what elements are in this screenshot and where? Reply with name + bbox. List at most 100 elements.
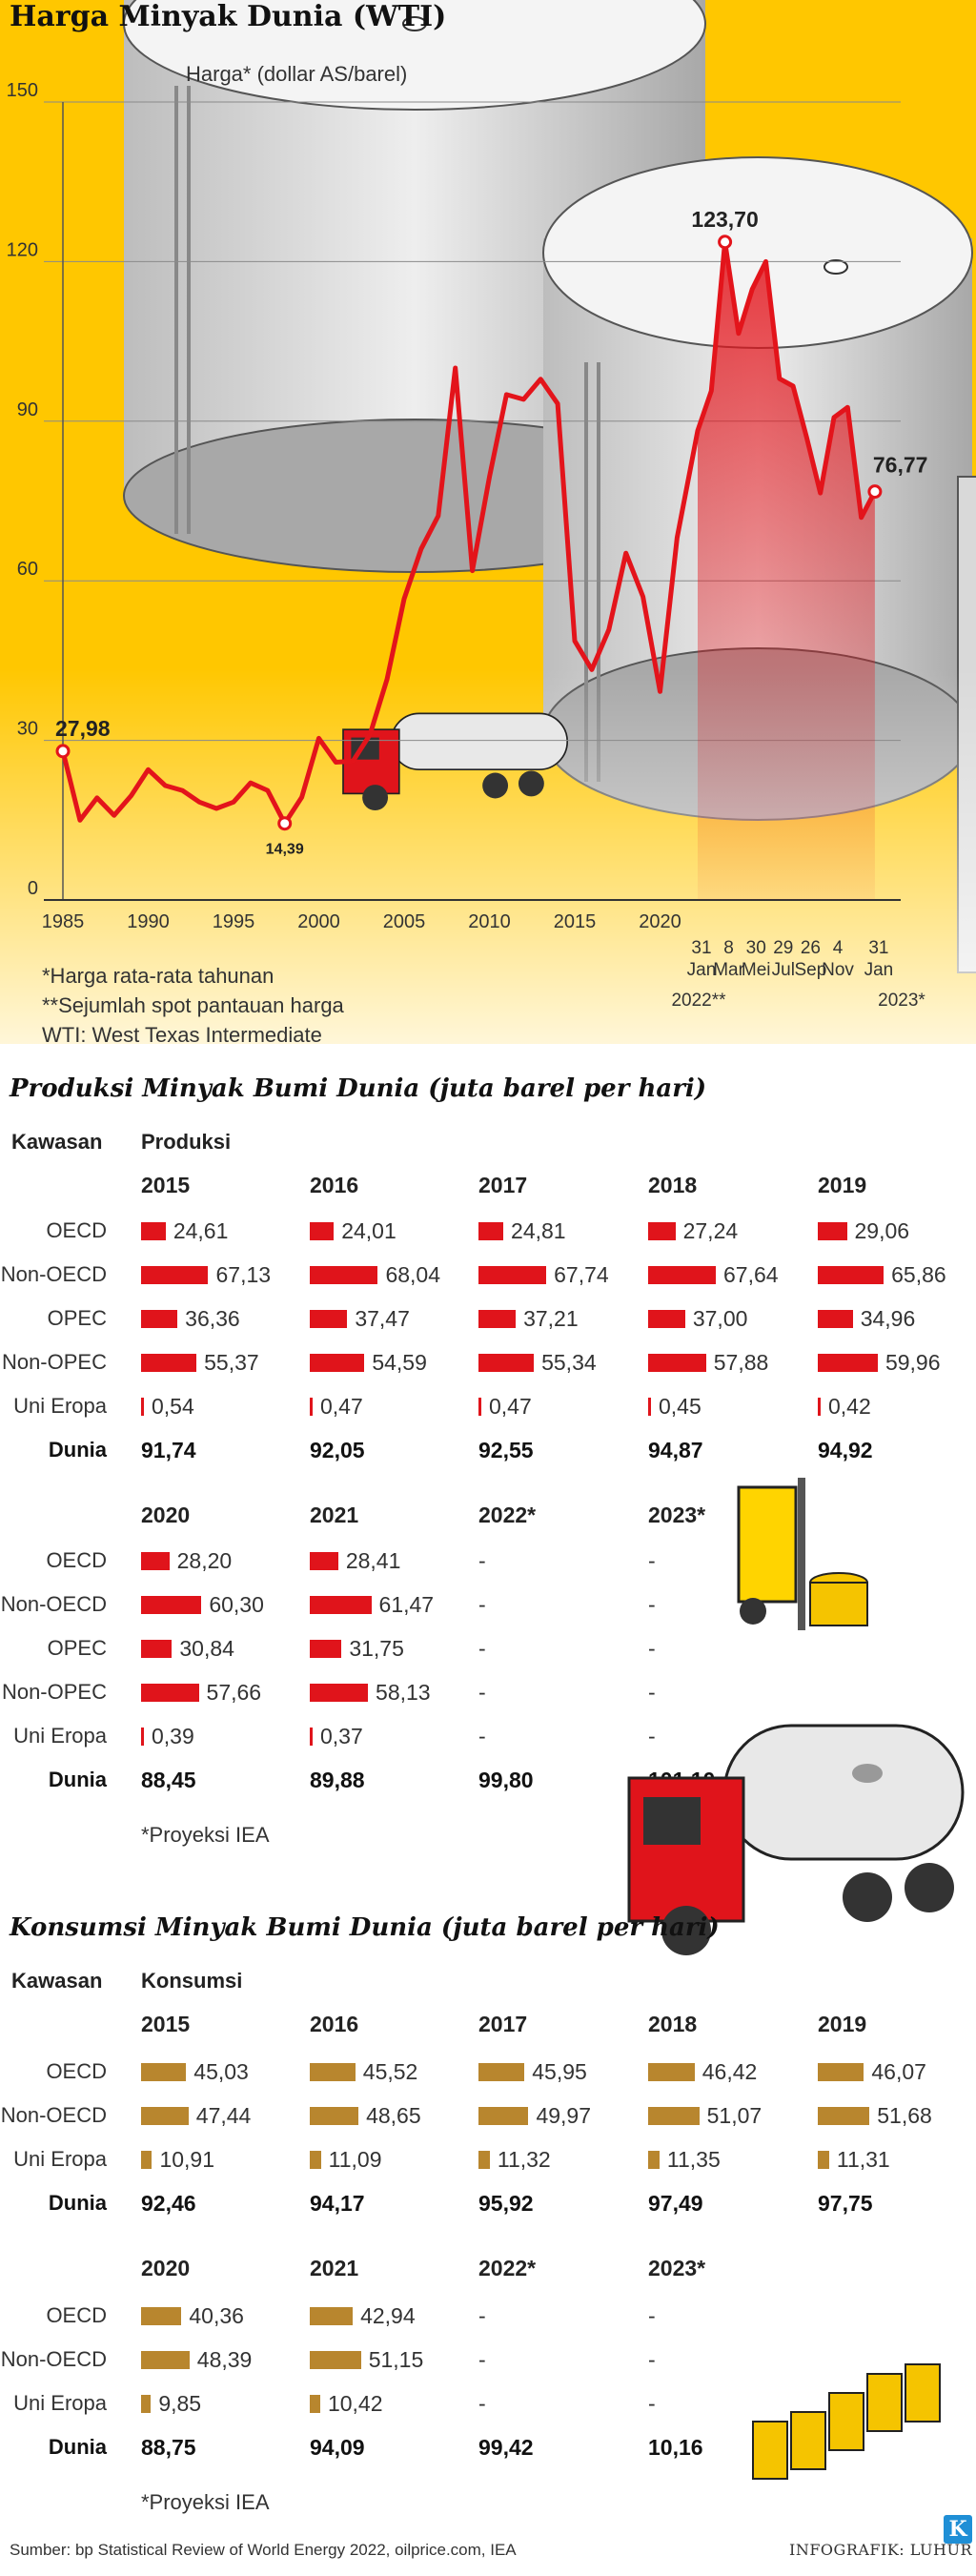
production-row-label: Non-OECD (0, 1262, 107, 1286)
production-value: 28,41 (345, 1548, 401, 1573)
production-value: - (478, 1548, 486, 1573)
consumption-bar (478, 2063, 525, 2081)
consumption-total-value: 95,92 (478, 2191, 534, 2216)
chart-title: Harga Minyak Dunia (WTI) (10, 0, 447, 33)
consumption-bar (818, 2107, 870, 2125)
price-chart-panel: 0 30 60 90 120 150 Harga* (dollar AS/barel) 198… (0, 0, 976, 1044)
production-bar (141, 1398, 144, 1416)
production-value: 34,96 (860, 1306, 916, 1331)
annual-point (436, 514, 440, 519)
consumption-value: - (648, 2391, 656, 2416)
y-tick-label: 120 (7, 239, 38, 260)
consumption-total-value: 88,75 (141, 2435, 196, 2460)
consumption-year-header: 2023* (648, 2256, 706, 2280)
annual-point (368, 732, 373, 737)
annotation-label: 123,70 (691, 207, 758, 232)
consumption-value: 11,31 (836, 2147, 890, 2172)
production-bar (310, 1640, 342, 1658)
x-tick-label: 2015 (554, 911, 597, 932)
production-bar (141, 1552, 170, 1570)
production-year-header: 2022* (478, 1503, 537, 1527)
consumption-bar (141, 2351, 190, 2369)
x-tick-label: 2005 (383, 911, 426, 932)
production-total-value: 94,92 (818, 1438, 873, 1462)
annual-point (214, 807, 219, 811)
spot-tick-month: Jan (864, 960, 894, 980)
note-2: **Sejumlah spot pantauan harga (42, 993, 344, 1017)
consumption-value: 10,42 (327, 2391, 383, 2416)
production-bar (310, 1354, 365, 1372)
credit-text: INFOGRAFIK: LUHUR (789, 2541, 972, 2559)
annotation-label: 27,98 (55, 716, 111, 741)
production-bar (141, 1728, 144, 1746)
spot-point (804, 436, 809, 440)
consumption-total-value: 94,17 (310, 2191, 365, 2216)
consumption-total-value: 10,16 (648, 2435, 703, 2460)
production-bar (310, 1310, 348, 1328)
spot-tick-month: Jul (772, 960, 795, 980)
consumption-row-label: Non-OECD (0, 2103, 107, 2127)
annual-point (675, 536, 680, 541)
consumption-value: 45,52 (362, 2059, 418, 2084)
production-value: 27,24 (682, 1218, 739, 1243)
annual-point (112, 813, 116, 818)
annual-point (248, 781, 253, 786)
spot-point (845, 405, 850, 410)
spot-year-label: 2022** (671, 991, 726, 1011)
annual-point (640, 594, 645, 599)
annual-point (197, 800, 202, 805)
annual-point (556, 401, 560, 406)
spot-point (763, 259, 768, 264)
production-value: 57,66 (206, 1680, 262, 1705)
consumption-row-label: Uni Eropa (13, 2391, 107, 2415)
y-tick-label: 60 (17, 559, 38, 580)
consumption-total-value: 97,49 (648, 2191, 703, 2216)
production-bar (141, 1310, 178, 1328)
production-bar (478, 1354, 535, 1372)
consumption-bar (818, 2063, 864, 2081)
production-value: - (648, 1724, 656, 1748)
annual-point (334, 760, 338, 765)
x-tick-label: 2020 (639, 911, 681, 932)
production-bar (648, 1266, 717, 1284)
spot-year-label: 2023* (878, 991, 925, 1011)
production-value: 37,21 (523, 1306, 579, 1331)
annual-point (539, 377, 543, 381)
consumption-bar (141, 2395, 152, 2413)
consumption-year-header: 2019 (818, 2012, 867, 2036)
production-total-value: 89,88 (310, 1768, 365, 1792)
consumption-value: 10,91 (159, 2147, 215, 2172)
consumption-value: - (478, 2391, 486, 2416)
consumption-value: 46,42 (702, 2059, 758, 2084)
consumption-title: Konsumsi Minyak Bumi Dunia (juta barel p… (10, 1913, 720, 1942)
production-bar (141, 1266, 209, 1284)
production-row-label: OECD (46, 1218, 107, 1242)
production-bar (818, 1354, 878, 1372)
spot-price-area (698, 241, 875, 901)
production-value-header: Produksi (141, 1130, 232, 1154)
production-value: 0,54 (152, 1394, 194, 1419)
production-year-header: 2023* (648, 1503, 706, 1527)
y-tick-label: 150 (7, 80, 38, 101)
production-bar (478, 1310, 517, 1328)
annotation-marker (867, 484, 883, 500)
kompas-logo: K (944, 2515, 972, 2544)
production-value: 29,06 (854, 1218, 910, 1243)
consumption-year-header: 2015 (141, 2012, 191, 2036)
production-value: 37,47 (355, 1306, 410, 1331)
production-value: 0,45 (659, 1394, 702, 1419)
spot-tick-month: Jan (687, 960, 717, 980)
production-total-value: 92,05 (310, 1438, 365, 1462)
consumption-bar (141, 2307, 182, 2325)
production-total-value: 94,87 (648, 1438, 703, 1462)
production-value: - (478, 1592, 486, 1617)
consumption-bar (310, 2063, 356, 2081)
y-tick-label: 30 (17, 719, 38, 740)
production-year-header: 2016 (310, 1173, 359, 1197)
consumption-year-header: 2021 (310, 2256, 359, 2280)
production-value: - (478, 1636, 486, 1661)
production-bar (310, 1684, 369, 1702)
price-chart: 0 30 60 90 120 150 Harga* (dollar AS/barel) 198… (0, 0, 976, 1044)
production-bar (818, 1222, 847, 1240)
production-value: 37,00 (692, 1306, 748, 1331)
